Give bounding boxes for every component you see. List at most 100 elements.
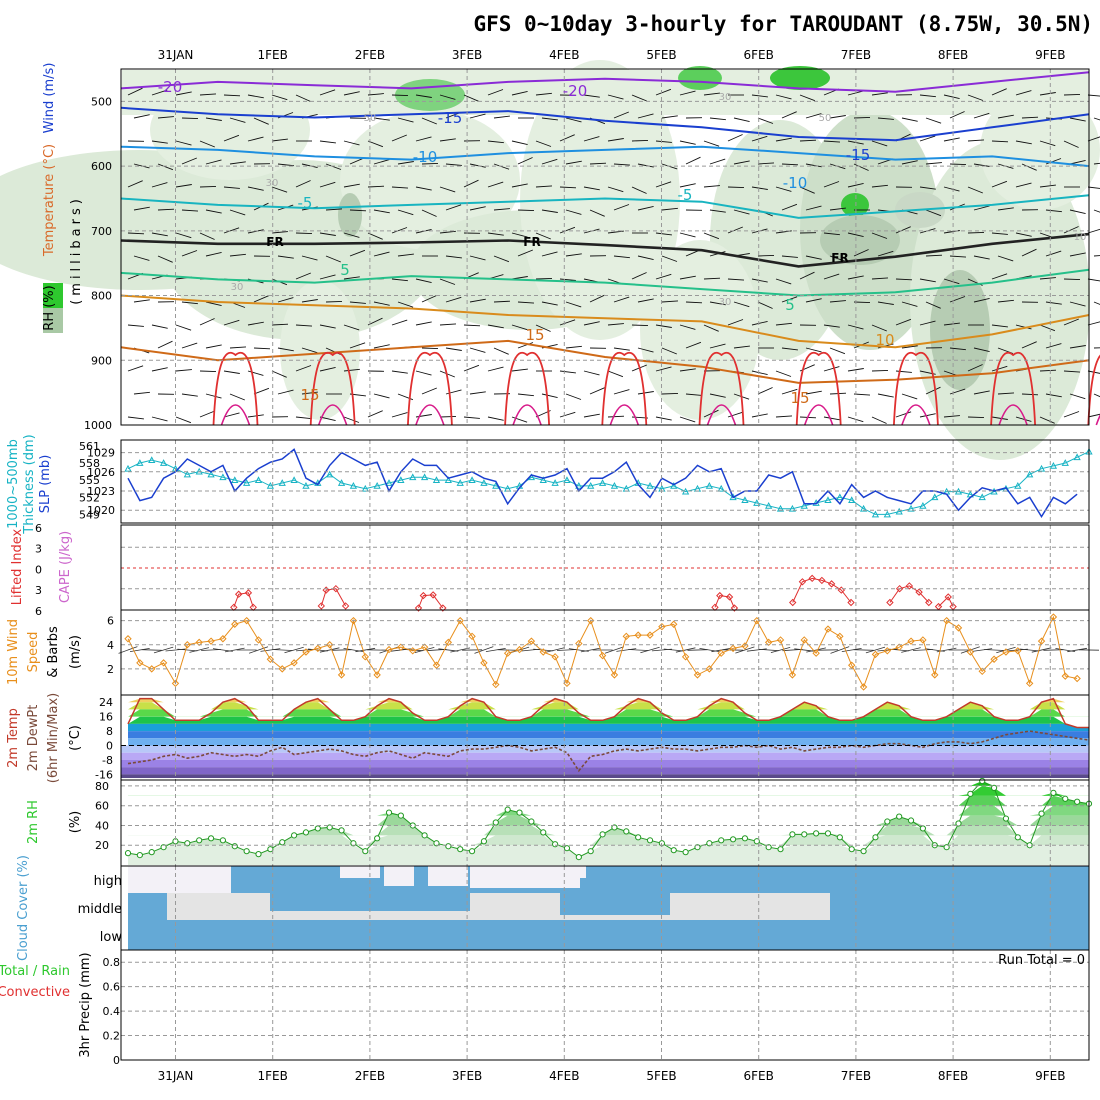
wind-barb [565,160,582,165]
temperature-band [128,723,1089,732]
date-label-top: 5FEB [646,48,676,62]
wind-speed-marker [907,637,915,645]
wind-speed-marker [598,651,607,660]
rh-marker [279,839,286,846]
thickness-marker [776,504,785,512]
wind-barb [1087,321,1100,326]
wind-barb [973,205,990,211]
surface-wind-barb [1031,647,1052,653]
wind-barb [613,296,630,303]
wind-barb [535,185,553,188]
wind-barb [733,209,750,215]
isotherm-25 [706,404,737,426]
rh-shading [340,110,520,250]
lifted-index-marker [798,578,807,586]
wind-barb [1039,184,1056,188]
wind-barb [1015,140,1032,145]
wind-barb [871,277,889,280]
thickness-marker [587,482,595,489]
wind-barb [343,368,360,372]
isotherm-20 [309,352,356,426]
wind-barb [1087,278,1100,282]
wind-barb [925,301,941,309]
wind-barb [607,186,624,193]
surface-wind-barb [770,647,791,653]
thickness-marker [456,479,464,486]
wind-speed-marker [349,616,358,625]
clear-sky-block [428,866,468,886]
thickness-marker [551,479,559,486]
wind-speed-marker [219,635,227,643]
wind-barb [493,208,510,211]
thickness-tick-label: 561 [79,440,100,453]
rh-marker [967,790,974,797]
wind-barb [205,209,222,214]
rh-shading [841,193,869,217]
wind-barb [127,324,144,327]
wind-barb [1069,159,1086,165]
wind-barb [871,184,888,188]
wind-speed-marker [171,679,180,688]
wind-barb [397,209,414,216]
wind-speed-marker [1014,647,1022,655]
thickness-marker [1037,464,1046,472]
clear-sky-block [470,866,580,888]
minmax-axis-label: (6hr Min/Max) [46,693,61,783]
lifted-index-marker [341,602,350,610]
surface-wind-barb [687,649,708,651]
isotherm-20 [893,352,939,426]
rh-marker [848,846,855,853]
date-label-bottom: 2FEB [355,1069,385,1083]
wind-barb [775,322,792,326]
thickness-marker [741,496,749,504]
wind-barb [901,345,918,349]
wind-speed-marker [812,649,820,657]
wind-barb [799,94,816,102]
wind-barb [487,416,504,421]
rh-marker [492,819,499,826]
contour-label: 30 [231,282,244,293]
lifted-index-line [320,588,347,607]
wind-barb [751,413,768,418]
wind-barb [847,275,864,280]
rh-axis-label: RH (%) [42,285,57,330]
wind-barb [943,322,960,326]
lifted-index-axis-label: Lifted Index [10,528,25,605]
wind-barb [991,365,1008,372]
wind-barb [655,140,672,143]
precip-axis-label: 3hr Precip (mm) [78,952,93,1057]
wind-barb [631,324,649,327]
wind-barb [1021,116,1039,119]
wind-barb [391,227,408,234]
contour-label: 10 [1074,232,1087,243]
wind-barb [631,94,647,102]
wind-barb [583,370,600,376]
clear-sky-block [384,866,414,886]
surface-wind-barb [604,646,625,654]
rh-marker [706,840,713,847]
wind-barb [349,209,367,212]
wind-barb [421,117,437,125]
wind-barb [247,414,264,418]
rh-shading [678,66,722,90]
lifted-index-marker [230,603,238,612]
wind-barb [541,393,558,399]
thickness-marker [254,476,263,484]
rh-marker [884,818,891,825]
date-label-bottom: 8FEB [938,1069,968,1083]
isotherm-25 [803,404,834,426]
wind-barb [271,323,289,326]
wind-barb [253,347,271,350]
date-label-bottom: 1FEB [258,1069,288,1083]
wind-barb [295,180,311,188]
surface-wind-barb [901,647,921,653]
wind-barb [757,162,775,165]
wind-speed-marker [183,641,192,649]
surface-wind-barb [1019,648,1040,652]
wind-barb [997,114,1014,119]
wind-barb [1039,324,1056,332]
wind-barb [589,162,607,165]
wind-barb [805,163,822,168]
lifted-index-marker [730,604,739,612]
contour-label: -10 [413,148,438,166]
